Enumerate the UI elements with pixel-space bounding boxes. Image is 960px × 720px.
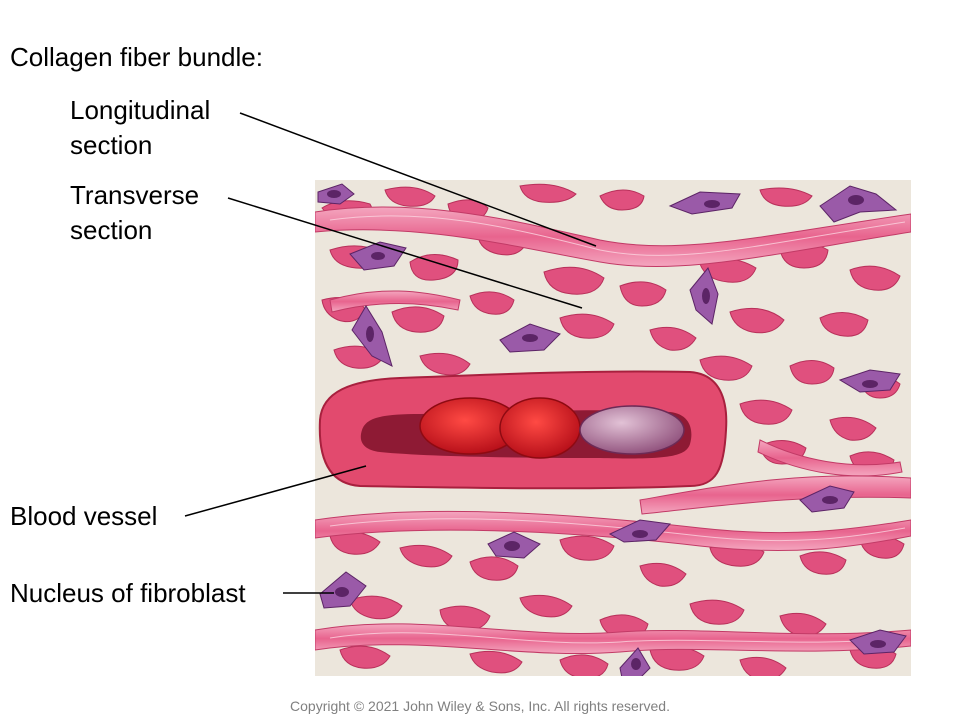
label-blood-vessel: Blood vessel bbox=[10, 501, 158, 531]
label-transverse-section: Transverse section bbox=[70, 178, 199, 248]
blood-vessel bbox=[318, 370, 728, 490]
leader-longitudinal bbox=[239, 112, 597, 247]
fibroblasts bbox=[317, 183, 907, 676]
label-nucleus-of-fibroblast: Nucleus of fibroblast bbox=[10, 578, 246, 608]
label-transverse-line2: section bbox=[70, 215, 153, 245]
fiber-striations bbox=[329, 215, 906, 644]
label-longitudinal-line1: Longitudinal bbox=[70, 95, 211, 125]
label-transverse-line1: Transverse bbox=[70, 180, 200, 210]
diagram-title: Collagen fiber bundle: bbox=[10, 42, 263, 72]
label-longitudinal-section: Longitudinal section bbox=[70, 93, 210, 163]
fibroblast-nuclei bbox=[327, 190, 886, 670]
leader-blood-vessel bbox=[184, 465, 367, 517]
copyright-notice: Copyright © 2021 John Wiley & Sons, Inc.… bbox=[290, 698, 670, 714]
red-blood-cell-2 bbox=[499, 397, 581, 459]
collagen-transverse-sections bbox=[321, 183, 905, 676]
leader-lines bbox=[184, 112, 597, 594]
label-longitudinal-line2: section bbox=[70, 130, 153, 160]
leader-transverse bbox=[227, 197, 583, 309]
leukocyte bbox=[579, 405, 685, 455]
